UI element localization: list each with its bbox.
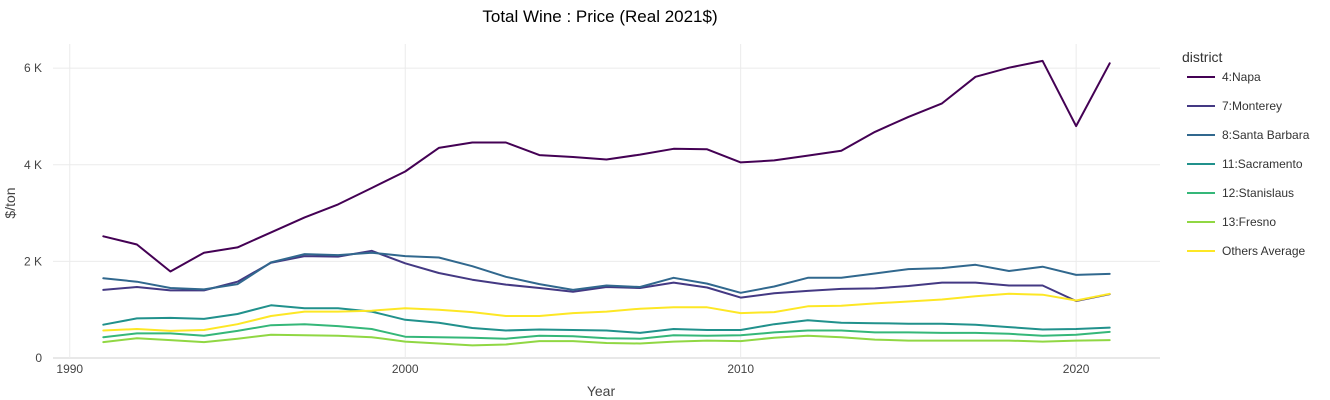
legend-item-label: 8:Santa Barbara xyxy=(1222,128,1310,142)
series-line-13-fresno xyxy=(102,333,1111,347)
x-tick-label: 1990 xyxy=(56,362,83,376)
chart-title: Total Wine : Price (Real 2021$) xyxy=(482,7,717,26)
axes: 0 2 K 4 K 6 K 1990 2000 2010 2020 xyxy=(24,61,1090,376)
x-tick-label: 2000 xyxy=(392,362,419,376)
grid xyxy=(53,44,1160,359)
series-line-4-napa xyxy=(102,59,1111,273)
series-line-others-average xyxy=(102,292,1111,332)
series-line-12-stanislaus xyxy=(102,323,1111,340)
legend-item-label: 13:Fresno xyxy=(1222,215,1276,229)
legend-title: district xyxy=(1182,49,1223,65)
legend-item-label: 12:Stanislaus xyxy=(1222,186,1294,200)
x-tick-label: 2020 xyxy=(1063,362,1090,376)
x-axis-title: Year xyxy=(587,383,616,399)
series-line-11-sacramento xyxy=(102,304,1111,334)
y-tick-label: 2 K xyxy=(24,254,42,268)
legend-item-label: 4:Napa xyxy=(1222,70,1261,84)
legend-item-label: 7:Monterey xyxy=(1222,99,1282,113)
legend-item-label: 11:Sacramento xyxy=(1222,157,1303,171)
y-tick-label: 0 xyxy=(35,351,42,365)
legend-item-label: Others Average xyxy=(1222,244,1305,258)
series-lines xyxy=(102,59,1111,347)
y-axis-title: $/ton xyxy=(2,187,18,218)
series-line-8-santa-barbara xyxy=(102,251,1111,294)
y-tick-label: 4 K xyxy=(24,158,42,172)
legend: district 4:Napa 7:Monterey 8:Santa Barbara… xyxy=(1182,49,1310,258)
y-tick-label: 6 K xyxy=(24,61,42,75)
x-tick-label: 2010 xyxy=(727,362,754,376)
